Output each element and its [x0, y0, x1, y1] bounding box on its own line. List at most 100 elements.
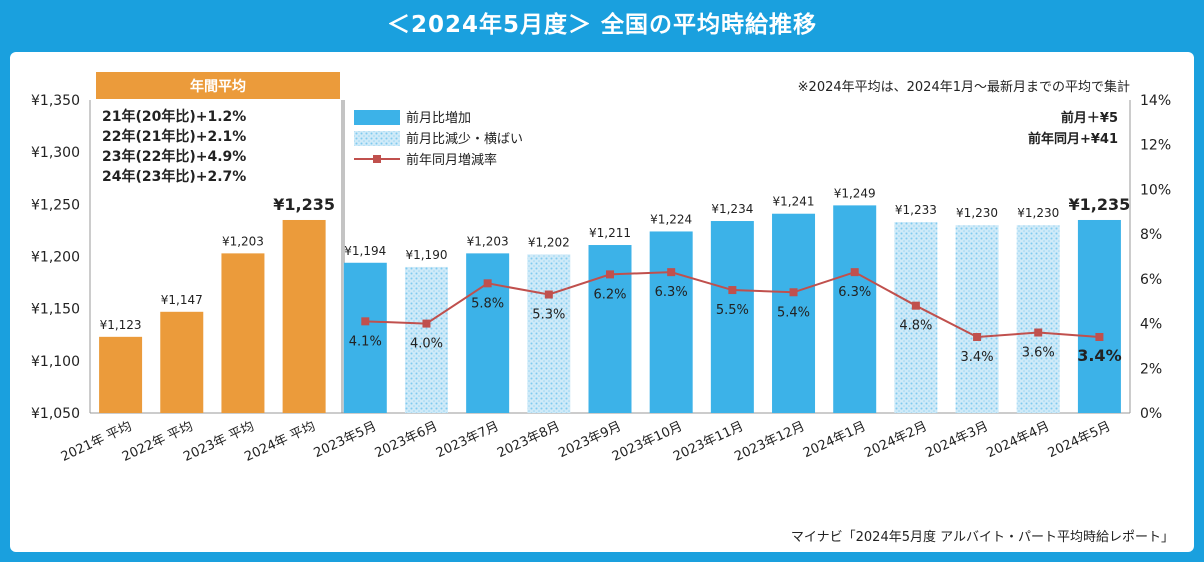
- bar-annual: [282, 219, 326, 413]
- yoy-value-label: 6.2%: [593, 287, 626, 302]
- y2-tick-label: 10%: [1140, 182, 1171, 198]
- y-tick-label: ¥1,250: [31, 197, 80, 213]
- y2-tick-label: 12%: [1140, 138, 1171, 154]
- x-tick-label: 2024年5月: [1046, 419, 1113, 461]
- bar-decrease: [1016, 225, 1060, 413]
- yoy-value-label: 6.3%: [838, 285, 871, 300]
- bar-value-label: ¥1,224: [650, 212, 692, 226]
- bar-annual: [221, 253, 265, 413]
- bar-annual: [99, 336, 143, 413]
- legend-decrease-swatch: [354, 131, 400, 146]
- chart-panel: ¥1,050 ¥1,100 ¥1,150 ¥1,200 ¥1,250 ¥1,300 ¥1,3…: [10, 52, 1194, 552]
- bar-increase: [1077, 219, 1121, 413]
- bar-value-label: ¥1,235: [273, 195, 335, 214]
- y2-tick-label: 4%: [1140, 317, 1162, 333]
- legend-line-label: 前年同月増減率: [406, 152, 497, 168]
- bar-annual: [160, 311, 204, 413]
- x-tick-label: 2023年6月: [373, 419, 440, 461]
- bar-decrease: [955, 225, 999, 413]
- yoy-value-label: 3.6%: [1022, 346, 1055, 361]
- yoy-marker: [361, 317, 370, 326]
- yoy-marker: [483, 279, 492, 288]
- y2-tick-label: 2%: [1140, 361, 1162, 377]
- yoy-marker: [850, 268, 859, 277]
- bar-value-label: ¥1,203: [222, 234, 264, 248]
- yoy-value-label: 4.0%: [410, 337, 443, 352]
- yoy-value-label: 5.3%: [532, 308, 565, 323]
- bar-decrease: [894, 222, 938, 413]
- annual-header-bg: [96, 72, 340, 99]
- bar-value-label: ¥1,233: [895, 203, 937, 217]
- annual-change-21: 21年(20年比)+1.2%: [102, 108, 246, 125]
- yoy-marker: [789, 288, 798, 297]
- bar-increase: [588, 245, 632, 413]
- y2-tick-label: 6%: [1140, 272, 1162, 288]
- bar-value-label: ¥1,234: [711, 202, 753, 216]
- yoy-marker: [728, 286, 737, 295]
- bar-increase: [649, 231, 693, 413]
- bar-value-label: ¥1,194: [344, 244, 386, 258]
- y-tick-label: ¥1,150: [31, 302, 80, 318]
- bar-value-label: ¥1,241: [773, 195, 815, 209]
- y-tick-label: ¥1,350: [31, 93, 80, 109]
- latest-yoy-change: 前年同月+¥41: [1028, 131, 1118, 147]
- bar-value-label: ¥1,249: [834, 186, 876, 200]
- legend-increase-label: 前月比増加: [406, 110, 471, 126]
- yoy-value-label: 5.5%: [716, 303, 749, 318]
- y-tick-label: ¥1,050: [31, 406, 80, 422]
- source-credit: マイナビ「2024年5月度 アルバイト・パート平均時給レポート」: [791, 529, 1174, 545]
- y-tick-label: ¥1,200: [31, 250, 80, 266]
- bar-value-label: ¥1,190: [405, 248, 447, 262]
- latest-mom-change: 前月＋¥5: [1061, 110, 1118, 126]
- footnote-average: ※2024年平均は、2024年1月～最新月までの平均で集計: [798, 79, 1130, 95]
- legend-line-marker: [373, 155, 381, 163]
- yoy-value-label: 5.8%: [471, 296, 504, 311]
- y2-tick-label: 14%: [1140, 93, 1171, 109]
- annual-header: 年間平均: [190, 78, 246, 95]
- annual-change-24: 24年(23年比)+2.7%: [102, 168, 246, 185]
- annual-change-22: 22年(21年比)+2.1%: [102, 128, 246, 145]
- bar-value-label: ¥1,123: [100, 318, 142, 332]
- y-tick-label: ¥1,300: [31, 145, 80, 161]
- bar-decrease: [527, 254, 571, 413]
- bar-value-label: ¥1,230: [1017, 206, 1059, 220]
- bar-decrease: [404, 266, 448, 413]
- bar-increase: [466, 253, 510, 413]
- chart-svg: ¥1,050 ¥1,100 ¥1,150 ¥1,200 ¥1,250 ¥1,300 ¥1,3…: [31, 72, 1174, 545]
- yoy-value-label: 4.8%: [899, 319, 932, 334]
- x-tick-label: 2023年7月: [434, 419, 501, 461]
- bar-value-label: ¥1,230: [956, 206, 998, 220]
- bar-value-label: ¥1,203: [467, 234, 509, 248]
- yoy-value-label: 5.4%: [777, 305, 810, 320]
- y2-tick-label: 8%: [1140, 227, 1162, 243]
- x-tick-label: 2023年8月: [495, 419, 562, 461]
- legend-decrease-label: 前月比減少・横ばい: [406, 131, 523, 147]
- bar-increase: [710, 221, 754, 413]
- bar-value-label: ¥1,202: [528, 235, 570, 249]
- yoy-value-label: 3.4%: [1077, 346, 1121, 365]
- page-title: ＜2024年5月度＞ 全国の平均時給推移: [386, 12, 818, 38]
- y-tick-label: ¥1,100: [31, 354, 80, 370]
- yoy-value-label: 3.4%: [961, 350, 994, 365]
- bar-increase: [343, 262, 387, 413]
- bar-value-label: ¥1,147: [161, 293, 203, 307]
- annual-change-23: 23年(22年比)+4.9%: [102, 148, 246, 165]
- yoy-value-label: 4.1%: [349, 334, 382, 349]
- yoy-marker: [544, 290, 553, 299]
- yoy-marker: [667, 268, 676, 277]
- yoy-marker: [911, 301, 920, 310]
- x-tick-label: 2023年5月: [312, 419, 379, 461]
- yoy-marker: [422, 319, 431, 328]
- yoy-marker: [1095, 332, 1104, 341]
- bar-increase: [772, 213, 816, 413]
- x-tick-label: 2024年3月: [923, 419, 990, 461]
- x-tick-label: 2024年2月: [862, 419, 929, 461]
- yoy-marker: [973, 332, 982, 341]
- y2-tick-label: 0%: [1140, 406, 1162, 422]
- yoy-value-label: 6.3%: [655, 285, 688, 300]
- bar-value-label: ¥1,235: [1069, 195, 1131, 214]
- yoy-marker: [606, 270, 614, 279]
- legend-increase-swatch: [354, 110, 400, 125]
- yoy-marker: [1034, 328, 1043, 337]
- x-tick-label: 2024年1月: [801, 419, 868, 461]
